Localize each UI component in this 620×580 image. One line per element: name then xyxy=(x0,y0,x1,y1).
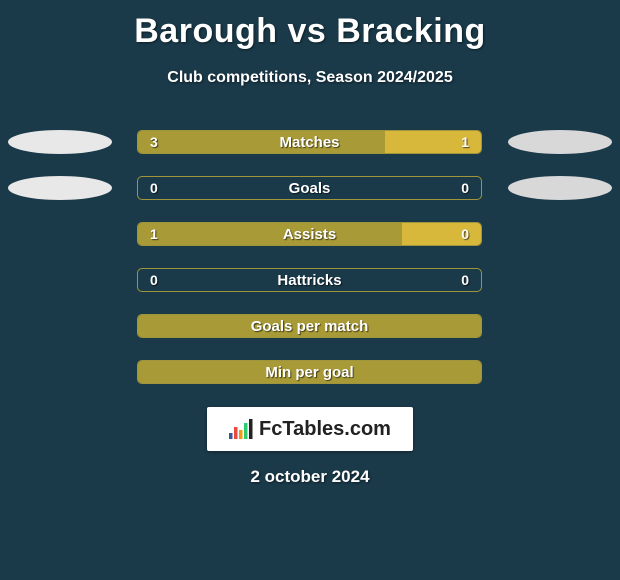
stat-label: Min per goal xyxy=(138,361,481,383)
bar-track: Goals per match xyxy=(137,314,482,338)
player-left-shape xyxy=(8,130,112,154)
stat-row: 10Assists xyxy=(0,217,620,263)
comparison-chart: 31Matches 00Goals 10Assists 00Hattricks Goal… xyxy=(0,125,620,401)
stat-row: Goals per match xyxy=(0,309,620,355)
stat-row: Min per goal xyxy=(0,355,620,401)
player-right-shape xyxy=(508,176,612,200)
logo-text: FcTables.com xyxy=(259,418,391,441)
bar-track: 31Matches xyxy=(137,130,482,154)
player-right-shape xyxy=(508,130,612,154)
page-title: Barough vs Bracking xyxy=(0,0,620,51)
stat-row: 31Matches xyxy=(0,125,620,171)
stat-label: Goals per match xyxy=(138,315,481,337)
stat-row: 00Goals xyxy=(0,171,620,217)
stat-row: 00Hattricks xyxy=(0,263,620,309)
bar-track: Min per goal xyxy=(137,360,482,384)
bar-track: 00Hattricks xyxy=(137,268,482,292)
stat-label: Hattricks xyxy=(138,269,481,291)
stat-label: Assists xyxy=(138,223,481,245)
stat-label: Matches xyxy=(138,131,481,153)
bar-track: 10Assists xyxy=(137,222,482,246)
bar-track: 00Goals xyxy=(137,176,482,200)
stat-label: Goals xyxy=(138,177,481,199)
fctables-logo: FcTables.com xyxy=(207,407,413,451)
subtitle: Club competitions, Season 2024/2025 xyxy=(0,69,620,87)
bar-chart-icon xyxy=(229,419,253,439)
player-left-shape xyxy=(8,176,112,200)
date-text: 2 october 2024 xyxy=(0,467,620,487)
